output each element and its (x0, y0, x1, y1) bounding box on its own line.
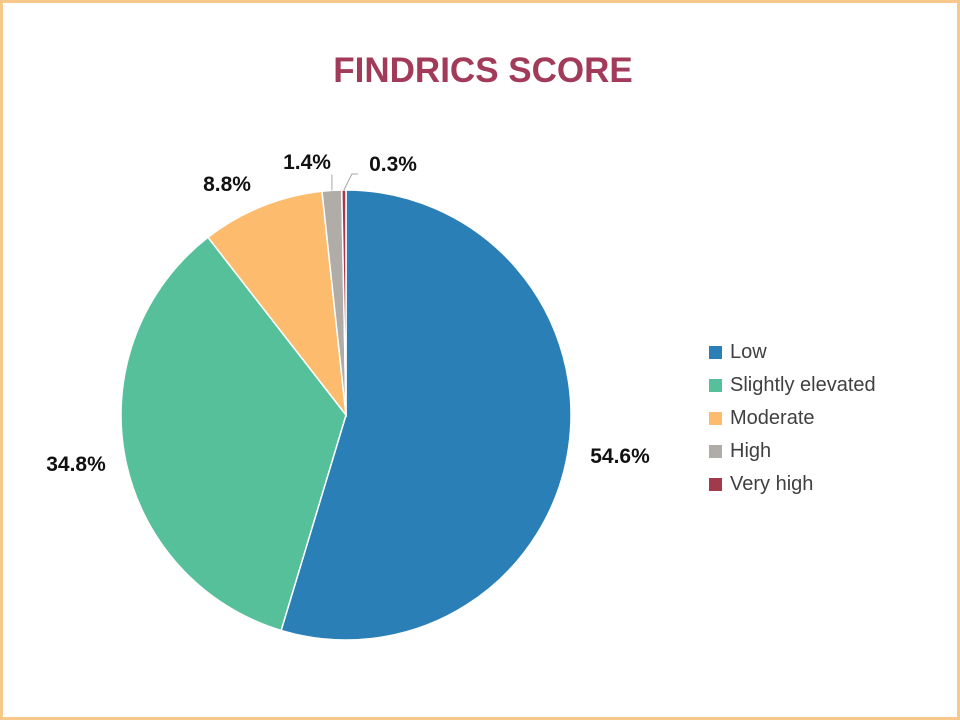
leader-line-very-high (343, 173, 358, 191)
legend-label: Moderate (730, 407, 815, 429)
pie-slice-very-high (340, 189, 347, 416)
legend-swatch (709, 478, 722, 491)
legend-swatch (709, 445, 722, 458)
legend-label: Very high (730, 473, 814, 495)
legend-swatch (709, 412, 722, 425)
data-label-slightly-elevated: 34.8% (46, 453, 106, 476)
data-labels: 54.6% 34.8% 8.8% 1.4% 0.3% (46, 151, 650, 476)
legend-item-low: Low (709, 336, 876, 369)
pie-slice-low (280, 189, 572, 641)
legend-item-high: High (709, 435, 876, 468)
data-label-low: 54.6% (590, 445, 650, 468)
legend-label: High (730, 440, 772, 462)
legend-swatch (709, 379, 722, 392)
legend-item-slightly-elevated: Slightly elevated (709, 369, 876, 402)
legend: Low Slightly elevated Moderate High Very hig… (709, 336, 876, 501)
legend-item-very-high: Very high (709, 468, 876, 501)
pie-slices (120, 189, 572, 641)
legend-label: Low (730, 341, 767, 363)
data-label-very-high: 0.3% (369, 153, 417, 176)
pie-slice-slightly-elevated (120, 236, 347, 632)
pie-slice-moderate (206, 190, 348, 418)
data-label-high: 1.4% (283, 151, 331, 174)
data-label-moderate: 8.8% (203, 173, 251, 196)
legend-item-moderate: Moderate (709, 402, 876, 435)
pie-chart: 54.6% 34.8% 8.8% 1.4% 0.3% (46, 151, 650, 641)
leader-lines (331, 173, 358, 191)
legend-swatch (709, 346, 722, 359)
legend-label: Slightly elevated (730, 374, 876, 396)
chart-title: FINDRICS SCORE (333, 51, 633, 90)
